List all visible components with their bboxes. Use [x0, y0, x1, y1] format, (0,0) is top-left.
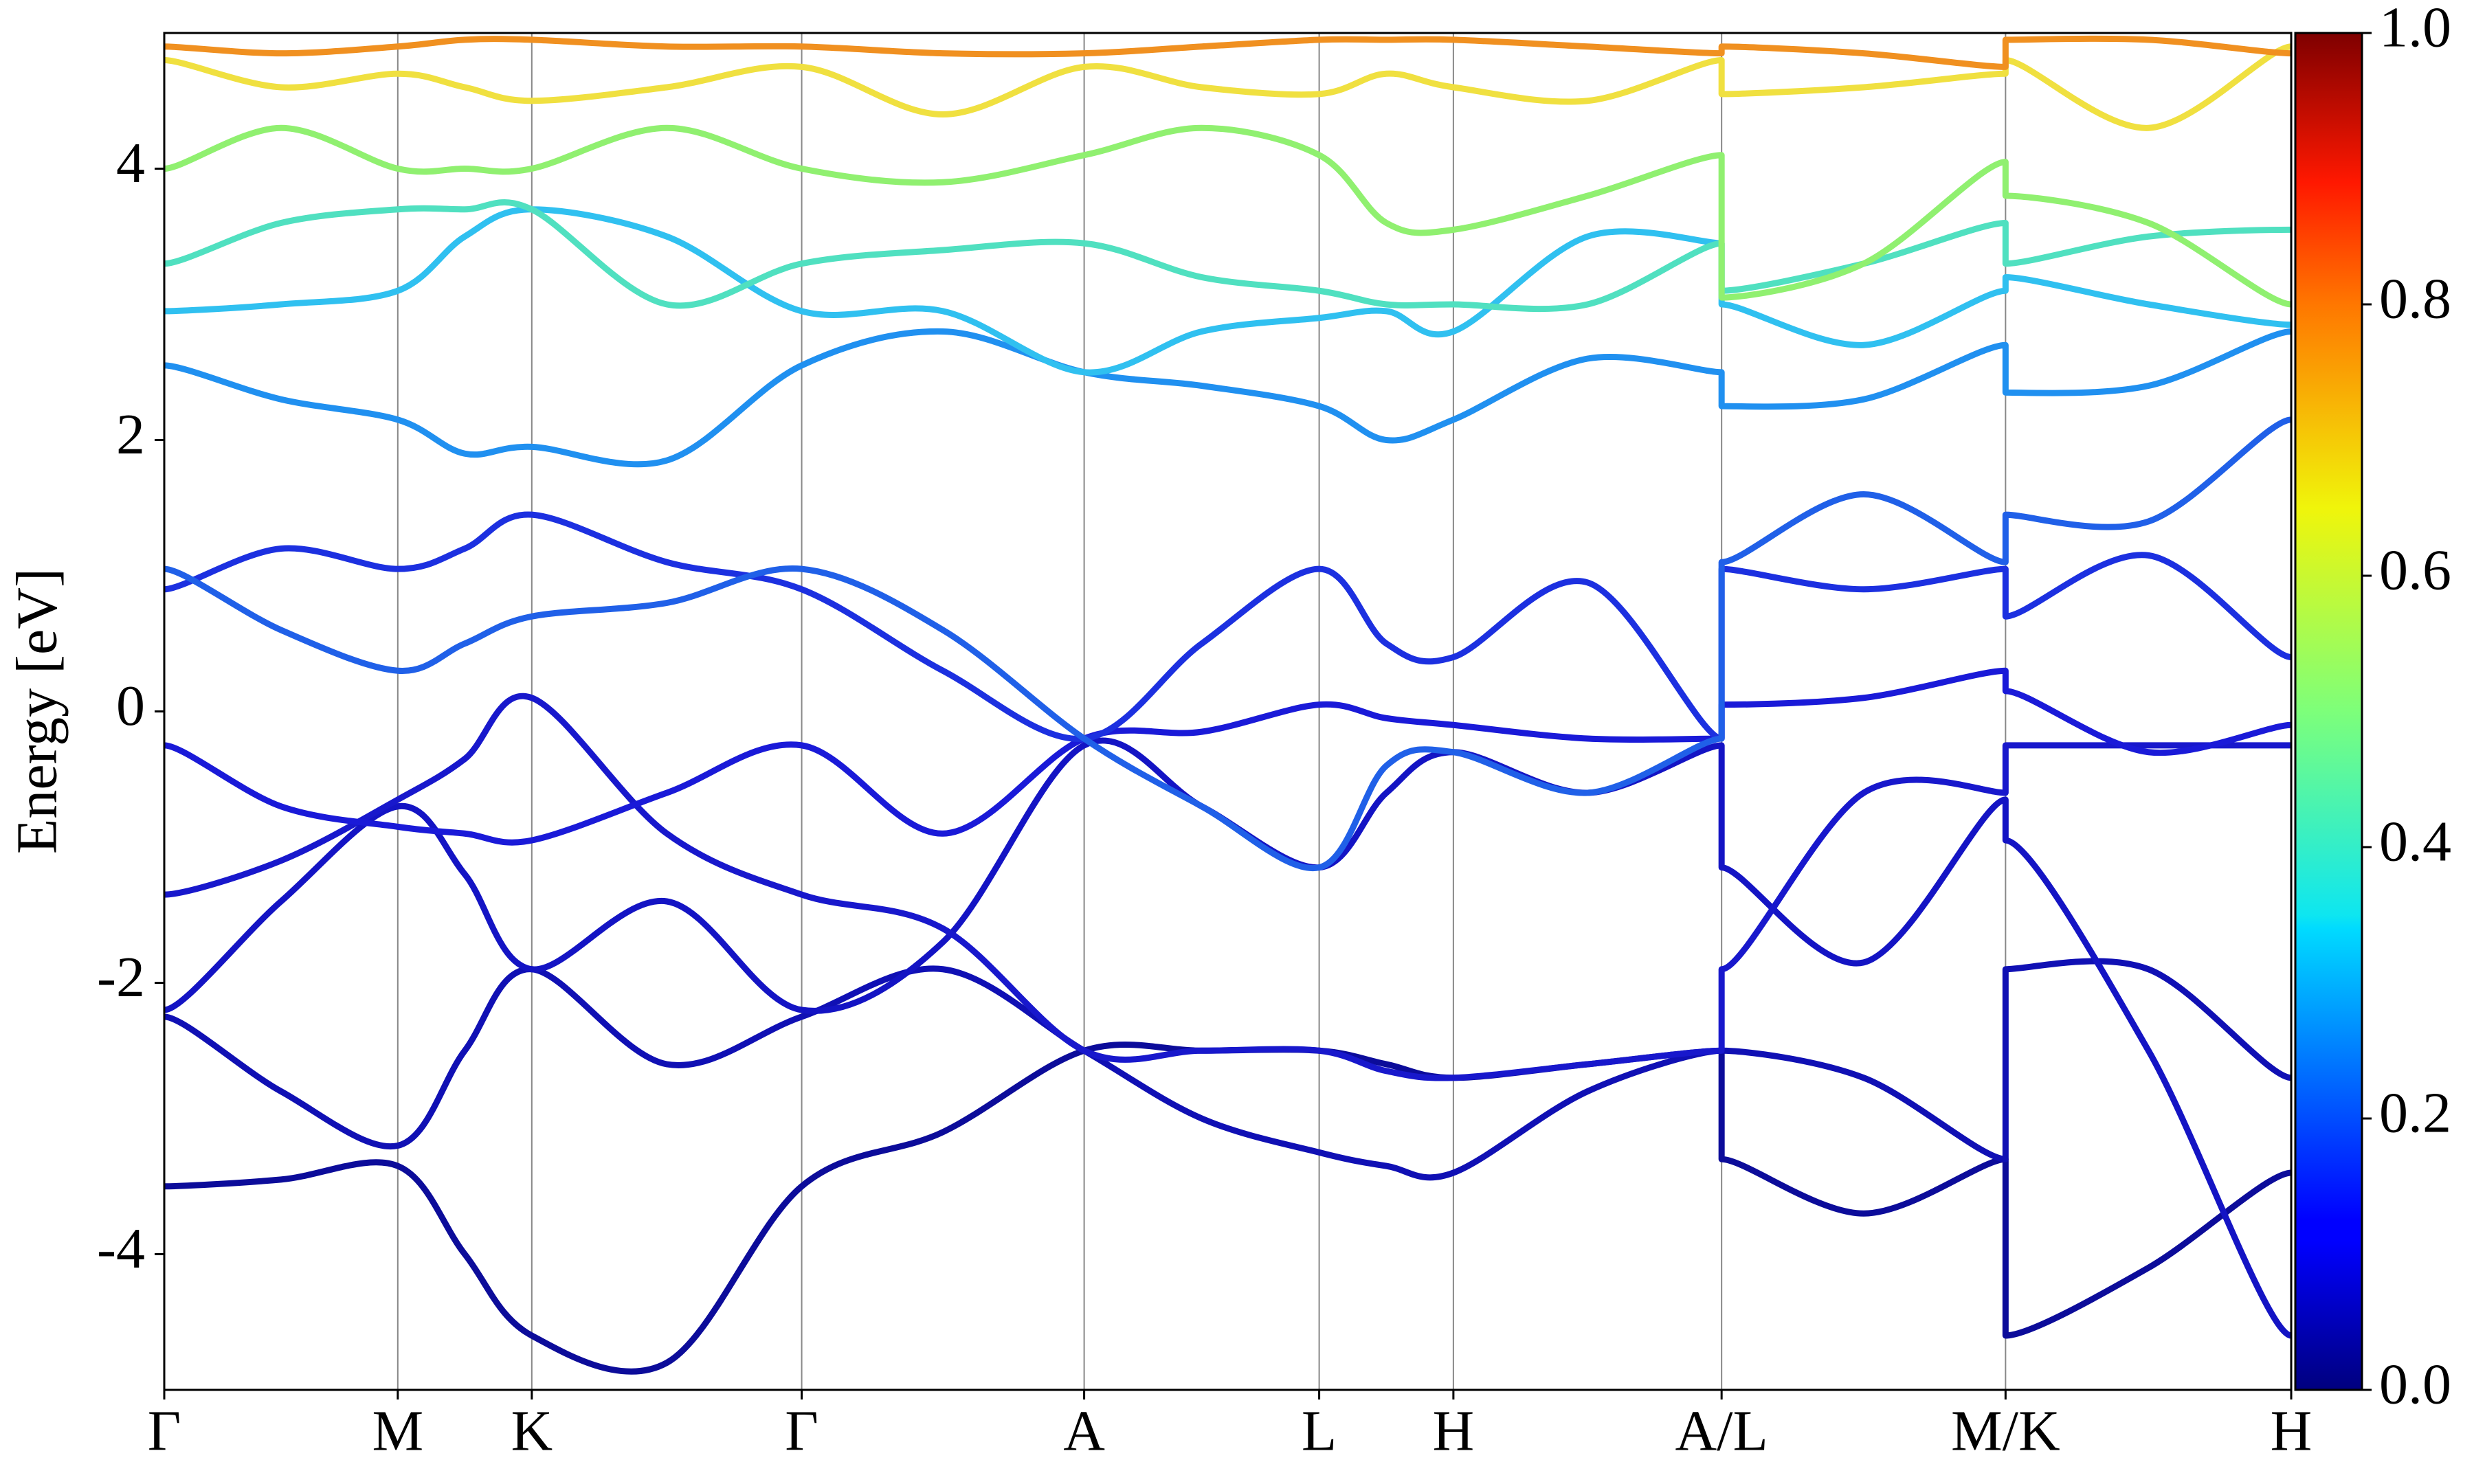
y-tick-label: 2: [116, 403, 145, 466]
band-line: [164, 958, 2291, 1181]
colorbar-tick-label: 0.0: [2379, 1352, 2451, 1416]
x-tick-label: K: [511, 1399, 553, 1463]
band-line: [164, 693, 2291, 1081]
x-tick-label: A: [1063, 1399, 1105, 1463]
band-line: [164, 416, 2291, 872]
colorbar-tick-label: 0.8: [2379, 267, 2451, 330]
band-line: [164, 328, 2291, 468]
axis-layer: Γ M K Γ A L H A/L M/K H -4 -2 0 2 4 0.0 0.2 0.4 0.6 0.8 1.0: [97, 0, 2451, 1463]
band-line: [164, 124, 2291, 308]
colorbar-tick-label: 0.4: [2379, 809, 2451, 873]
colorbar-tick-label: 1.0: [2379, 0, 2451, 59]
band-line: [164, 35, 2291, 70]
colorbar-tick-label: 0.6: [2379, 538, 2451, 602]
band-line: [164, 511, 2291, 742]
band-line: [164, 199, 2291, 313]
x-tick-label: Γ: [148, 1399, 181, 1463]
y-tick-label: -2: [97, 945, 145, 1009]
x-tick-label: M/K: [1951, 1399, 2060, 1463]
colorbar: [2294, 32, 2363, 1391]
x-tick-label: H: [1433, 1399, 1475, 1463]
grid-layer: [164, 33, 2292, 1390]
x-tick-label: Γ: [785, 1399, 818, 1463]
plot-frame: [163, 32, 2293, 1391]
y-tick-label: -4: [97, 1217, 145, 1281]
band-line: [164, 737, 2291, 1339]
x-tick-label: M: [372, 1399, 423, 1463]
y-tick-label: 4: [116, 131, 145, 195]
band-layer: [164, 35, 2291, 1375]
band-line: [164, 1042, 2291, 1375]
y-tick-label: 0: [116, 674, 145, 738]
x-tick-label: H: [2271, 1399, 2313, 1463]
x-tick-label: A/L: [1675, 1399, 1768, 1463]
x-tick-label: L: [1302, 1399, 1337, 1463]
colorbar-tick-label: 0.2: [2379, 1081, 2451, 1145]
band-line: [164, 206, 2291, 376]
band-line: [164, 667, 2291, 846]
band-line: [164, 43, 2291, 131]
y-axis-label: Energy [eV]: [5, 568, 69, 854]
